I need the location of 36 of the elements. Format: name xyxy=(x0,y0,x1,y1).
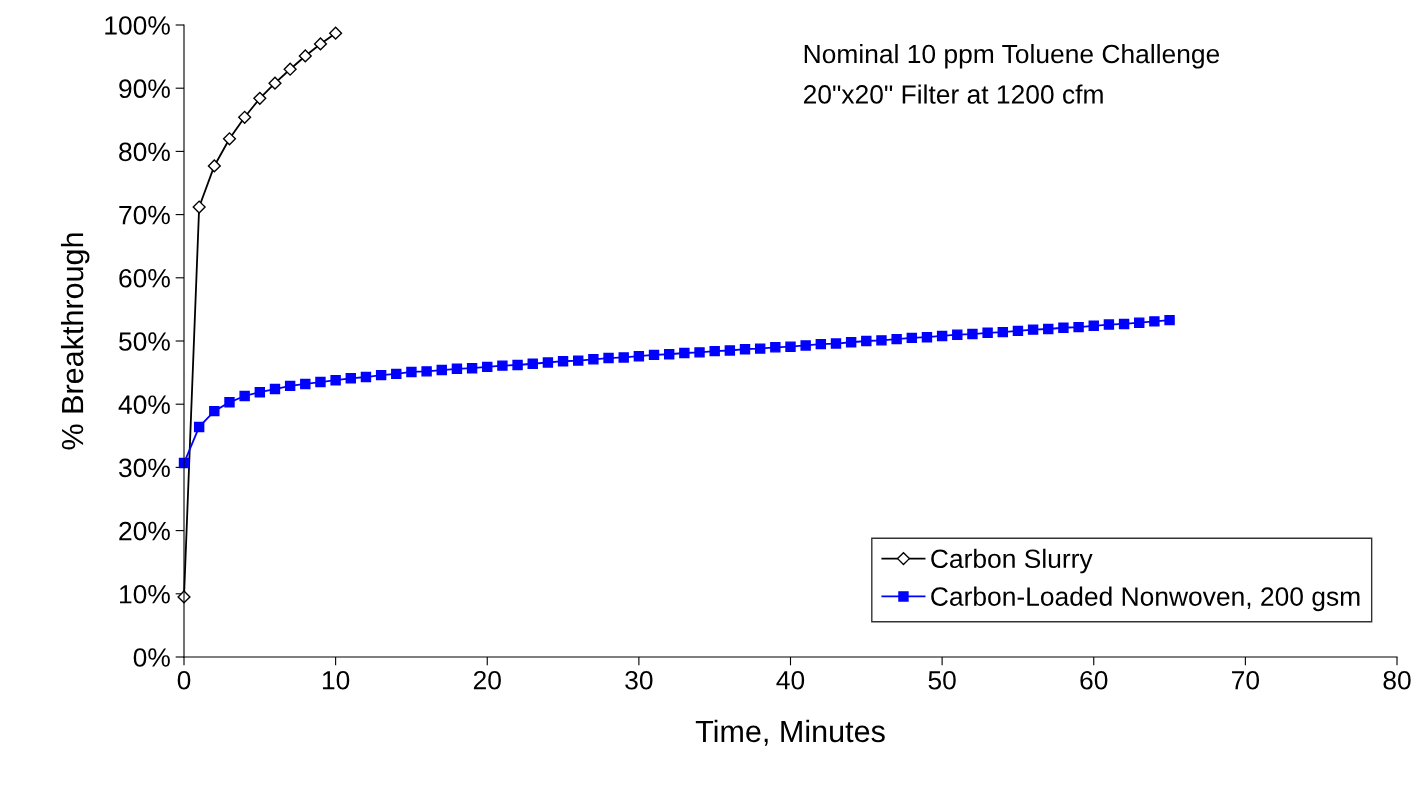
legend-label: Carbon-Loaded Nonwoven, 200 gsm xyxy=(931,586,1360,612)
point xyxy=(283,62,297,76)
y-tick-label: 90% xyxy=(119,79,170,99)
y-tick-label: 70% xyxy=(119,205,170,225)
y-tick-label: 40% xyxy=(118,395,170,415)
point xyxy=(253,91,267,105)
x-tick-label: 0 xyxy=(177,670,191,690)
x-tick-label: 80 xyxy=(1383,670,1411,690)
legend-label: Carbon Slurry xyxy=(931,548,1093,574)
point xyxy=(268,76,282,90)
point xyxy=(329,26,343,40)
y-tick-label: 100% xyxy=(105,16,170,35)
point xyxy=(238,110,252,124)
x-tick-label: 40 xyxy=(776,670,805,690)
point xyxy=(298,49,312,63)
y-tick-label: 60% xyxy=(119,268,170,288)
point xyxy=(207,159,221,173)
x-tick-label: 50 xyxy=(928,670,956,690)
y-tick-label: 10% xyxy=(120,584,170,604)
y-tick-label: 50% xyxy=(119,332,170,351)
annotation: Nominal 10 ppm Toluene Challenge xyxy=(804,43,1220,69)
y-tick-label: 80% xyxy=(119,142,170,162)
x-tick-label: 10 xyxy=(322,670,350,690)
x-tick-label: 60 xyxy=(1080,670,1108,690)
point xyxy=(192,200,206,214)
x-tick-label: 30 xyxy=(625,670,653,690)
annotation: 20"x20" Filter at 1200 cfm xyxy=(803,84,1103,104)
x-axis-title: Time, Minutes xyxy=(695,719,885,746)
point xyxy=(313,37,328,51)
y-axis-title: % Breakthrough xyxy=(60,233,90,450)
point xyxy=(222,132,237,146)
y-tick-label: 0% xyxy=(133,648,170,667)
x-tick-label: 70 xyxy=(1232,670,1260,690)
y-tick-label: 30% xyxy=(119,458,170,478)
x-tick-label: 20 xyxy=(473,670,501,690)
y-tick-label: 20% xyxy=(119,521,170,541)
